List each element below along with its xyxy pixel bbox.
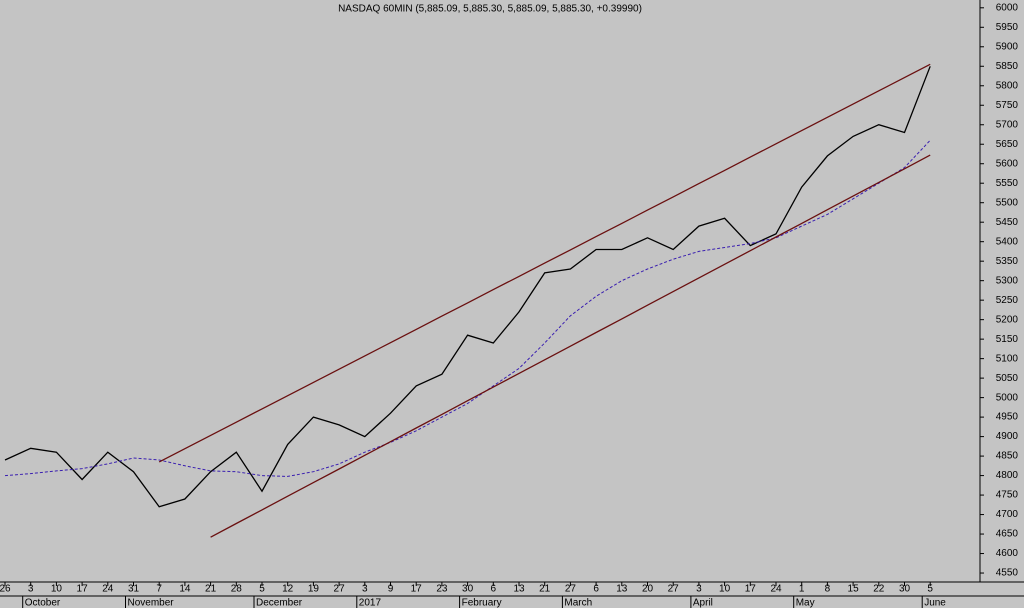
x-tick-label: 23 <box>436 584 448 595</box>
month-label: April <box>693 598 713 608</box>
series-line <box>210 154 931 538</box>
x-tick-label: 3 <box>362 584 368 595</box>
x-tick-label: 27 <box>334 584 346 595</box>
x-tick-label: 15 <box>848 584 860 595</box>
y-tick-label: 5150 <box>996 334 1019 345</box>
x-tick-label: 14 <box>179 584 191 595</box>
x-tick-label: 8 <box>825 584 831 595</box>
month-label: March <box>564 598 592 608</box>
x-tick-label: 9 <box>388 584 394 595</box>
y-tick-label: 4900 <box>996 431 1019 442</box>
month-label: February <box>462 598 502 608</box>
x-tick-label: 3 <box>696 584 702 595</box>
y-tick-label: 4550 <box>996 568 1019 579</box>
x-tick-label: 13 <box>513 584 525 595</box>
x-tick-label: 6 <box>491 584 497 595</box>
x-tick-label: 30 <box>899 584 911 595</box>
x-tick-label: 24 <box>770 584 782 595</box>
x-tick-label: 17 <box>745 584 757 595</box>
x-tick-label: 26 <box>0 584 11 595</box>
x-tick-label: 10 <box>719 584 731 595</box>
y-tick-label: 4850 <box>996 451 1019 462</box>
month-label: December <box>256 598 303 608</box>
y-tick-label: 5850 <box>996 61 1019 72</box>
x-tick-label: 24 <box>102 584 114 595</box>
series-line <box>4 139 931 477</box>
y-tick-label: 5750 <box>996 100 1019 111</box>
month-label: 2017 <box>359 598 382 608</box>
y-tick-label: 5500 <box>996 197 1019 208</box>
x-tick-label: 20 <box>642 584 654 595</box>
x-tick-label: 27 <box>668 584 680 595</box>
month-label: June <box>924 598 946 608</box>
y-tick-label: 5650 <box>996 139 1019 150</box>
y-tick-label: 4700 <box>996 509 1019 520</box>
x-tick-label: 27 <box>565 584 577 595</box>
y-tick-label: 5600 <box>996 158 1019 169</box>
y-tick-label: 5350 <box>996 256 1019 267</box>
y-tick-label: 5200 <box>996 314 1019 325</box>
y-tick-label: 5450 <box>996 217 1019 228</box>
month-label: November <box>128 598 175 608</box>
x-tick-label: 13 <box>616 584 628 595</box>
series-line <box>4 66 931 508</box>
y-tick-label: 5400 <box>996 236 1019 247</box>
y-tick-label: 4600 <box>996 548 1019 559</box>
y-tick-label: 4950 <box>996 412 1019 423</box>
month-label: May <box>796 598 815 608</box>
x-tick-label: 22 <box>873 584 885 595</box>
x-tick-label: 31 <box>128 584 140 595</box>
x-tick-label: 6 <box>593 584 599 595</box>
x-tick-label: 1 <box>799 584 805 595</box>
x-tick-label: 3 <box>28 584 34 595</box>
series-line <box>158 63 931 463</box>
y-tick-label: 4750 <box>996 490 1019 501</box>
x-tick-label: 28 <box>231 584 243 595</box>
y-tick-label: 5900 <box>996 41 1019 52</box>
y-tick-label: 5250 <box>996 295 1019 306</box>
x-tick-label: 21 <box>539 584 551 595</box>
x-tick-label: 7 <box>156 584 162 595</box>
y-tick-label: 6000 <box>996 2 1019 13</box>
y-tick-label: 5950 <box>996 22 1019 33</box>
y-tick-label: 4800 <box>996 470 1019 481</box>
x-tick-label: 5 <box>259 584 265 595</box>
y-tick-label: 5300 <box>996 275 1019 286</box>
x-tick-label: 10 <box>51 584 63 595</box>
y-tick-label: 5050 <box>996 373 1019 384</box>
y-tick-label: 4650 <box>996 529 1019 540</box>
month-label: October <box>25 598 61 608</box>
x-tick-label: 17 <box>411 584 423 595</box>
y-tick-label: 5000 <box>996 392 1019 403</box>
x-tick-label: 19 <box>308 584 320 595</box>
x-tick-label: 21 <box>205 584 217 595</box>
y-tick-label: 5800 <box>996 80 1019 91</box>
y-tick-label: 5550 <box>996 178 1019 189</box>
x-tick-label: 17 <box>77 584 89 595</box>
x-tick-label: 5 <box>927 584 933 595</box>
chart-title: NASDAQ 60MIN (5,885.09, 5,885.30, 5,885.… <box>338 4 642 15</box>
x-tick-label: 30 <box>462 584 474 595</box>
x-tick-label: 12 <box>282 584 294 595</box>
y-tick-label: 5700 <box>996 119 1019 130</box>
y-tick-label: 5100 <box>996 353 1019 364</box>
